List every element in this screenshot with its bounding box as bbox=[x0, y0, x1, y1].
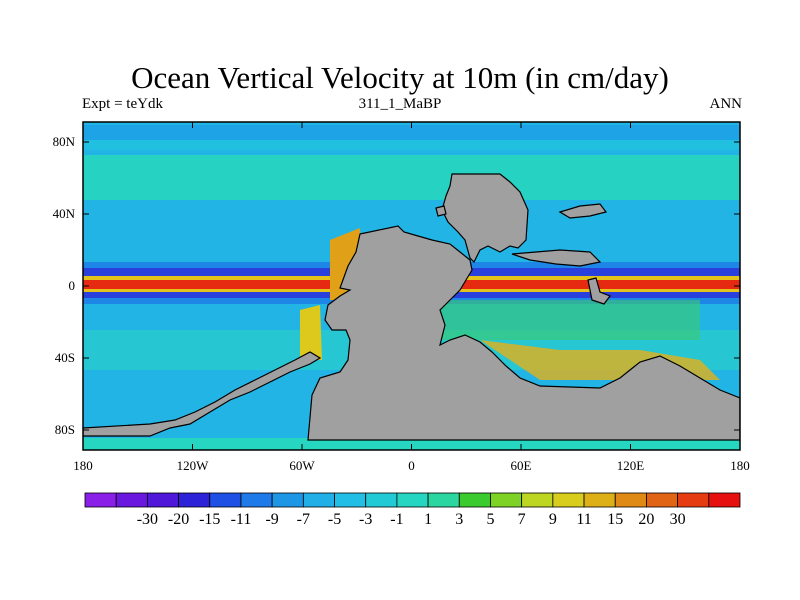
colorbar-label: 15 bbox=[607, 511, 623, 528]
southern-peninsula-arc bbox=[83, 351, 322, 437]
colorbar-swatch bbox=[427, 492, 460, 508]
equatorial-islands bbox=[587, 277, 611, 305]
colorbar-swatch bbox=[334, 492, 367, 508]
colorbar: -30 -20 -15 -11 -9 -7 -5 -3 -1 1 3 5 7 9 11 15 20 30 bbox=[84, 492, 741, 528]
colorbar-label: 1 bbox=[424, 511, 432, 528]
north-convergence-band bbox=[83, 155, 740, 200]
colorbar-label: 9 bbox=[549, 511, 557, 528]
northeast-island bbox=[558, 203, 608, 219]
small-island bbox=[435, 205, 447, 217]
colorbar-swatch bbox=[84, 492, 117, 508]
colorbar-label: -5 bbox=[328, 511, 341, 528]
colorbar-swatch bbox=[458, 492, 491, 508]
arctic-band bbox=[83, 125, 740, 143]
colorbar-label: 5 bbox=[486, 511, 494, 528]
lat-tick-label: 40N bbox=[53, 206, 76, 221]
axis-ticks: 80N 40N 0 40S 80S 180 120W 60W 0 60E 120E 180 bbox=[53, 122, 750, 473]
colorbar-swatch bbox=[396, 492, 429, 508]
colorbar-label: -30 bbox=[137, 511, 158, 528]
colorbar-swatch bbox=[646, 492, 679, 508]
colorbar-label: -20 bbox=[168, 511, 189, 528]
colorbar-swatch bbox=[271, 492, 304, 508]
map-field bbox=[83, 122, 740, 450]
east-landmass bbox=[511, 249, 602, 267]
lat-tick-label: 80S bbox=[55, 422, 75, 437]
lon-tick-label: 60E bbox=[511, 458, 532, 473]
colorbar-swatch bbox=[302, 492, 335, 508]
colorbar-label: -1 bbox=[390, 511, 403, 528]
experiment-label: Expt = teYdk bbox=[82, 96, 163, 112]
colorbar-label: -11 bbox=[231, 511, 252, 528]
lat-tick-label: 0 bbox=[69, 278, 76, 293]
colorbar-swatch bbox=[178, 492, 211, 508]
colorbar-swatch bbox=[209, 492, 242, 508]
lon-tick-label: 60W bbox=[289, 458, 315, 473]
southern-supercontinent bbox=[307, 225, 740, 441]
colorbar-label: -15 bbox=[199, 511, 220, 528]
lat-tick-label: 80N bbox=[53, 134, 76, 149]
colorbar-label: -3 bbox=[359, 511, 372, 528]
land-masses bbox=[83, 173, 740, 441]
colorbar-label: 7 bbox=[518, 511, 526, 528]
season-label: ANN bbox=[709, 96, 743, 112]
colorbar-swatch bbox=[365, 492, 398, 508]
lon-tick-label: 180 bbox=[73, 458, 93, 473]
colorbar-label: 3 bbox=[455, 511, 463, 528]
colorbar-label: 20 bbox=[638, 511, 654, 528]
lon-tick-label: 120E bbox=[617, 458, 645, 473]
colorbar-swatch bbox=[677, 492, 710, 508]
colorbar-swatch bbox=[521, 492, 554, 508]
colorbar-swatch bbox=[552, 492, 585, 508]
colorbar-label: 30 bbox=[670, 511, 686, 528]
colorbar-label: 11 bbox=[576, 511, 591, 528]
map-title: Ocean Vertical Velocity at 10m (in cm/da… bbox=[131, 60, 669, 95]
colorbar-label: -9 bbox=[265, 511, 278, 528]
lat-tick-label: 40S bbox=[55, 350, 75, 365]
colorbar-swatch bbox=[146, 492, 179, 508]
colorbar-label: -7 bbox=[297, 511, 310, 528]
coastal-upwelling-southwest bbox=[300, 305, 322, 360]
lon-tick-label: 0 bbox=[408, 458, 415, 473]
run-label: 311_1_MaBP bbox=[358, 96, 442, 112]
colorbar-swatch bbox=[490, 492, 523, 508]
colorbar-swatch bbox=[708, 492, 741, 508]
colorbar-swatch bbox=[583, 492, 616, 508]
lon-tick-label: 180 bbox=[730, 458, 750, 473]
colorbar-swatch bbox=[614, 492, 647, 508]
polar-band bbox=[83, 140, 740, 150]
colorbar-swatch bbox=[240, 492, 273, 508]
indo-pacific-upwelling bbox=[440, 300, 700, 340]
lon-tick-label: 120W bbox=[177, 458, 210, 473]
colorbar-swatch bbox=[115, 492, 148, 508]
